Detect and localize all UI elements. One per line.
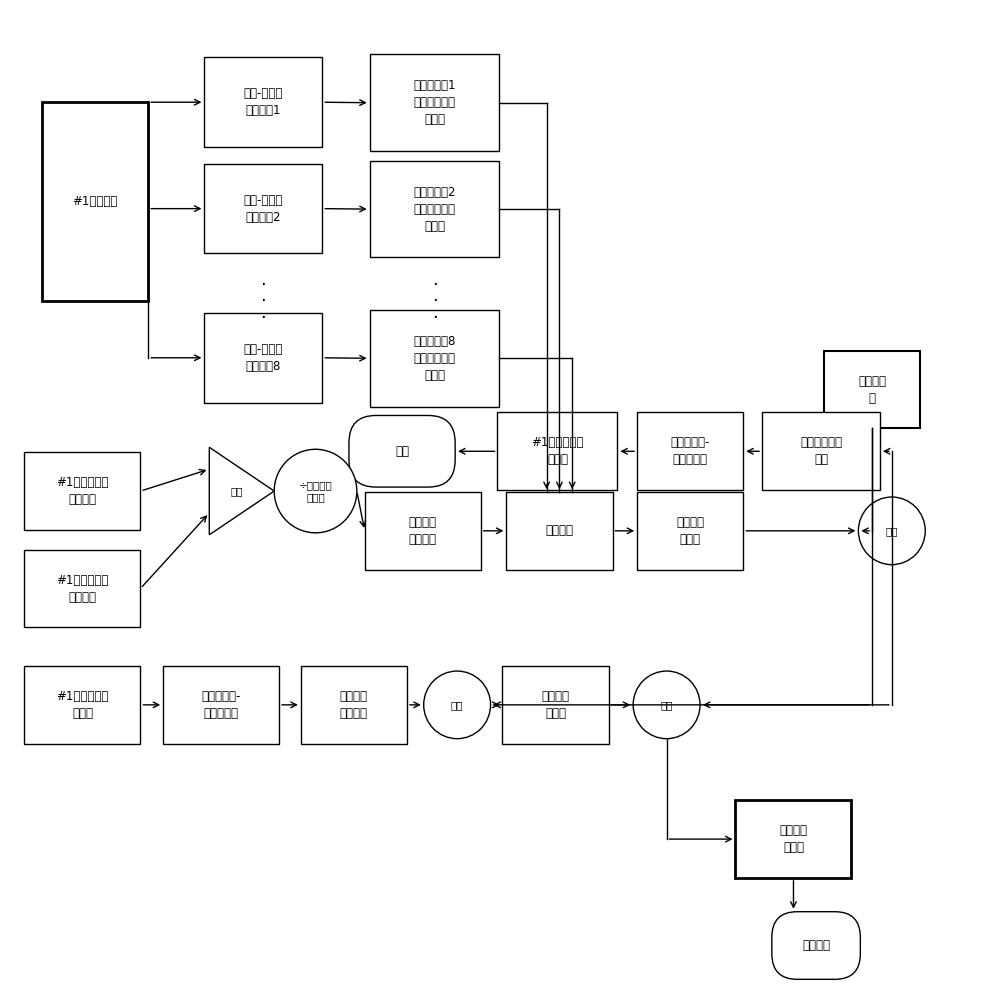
- Text: 插值运算: 插值运算: [545, 524, 574, 537]
- Circle shape: [423, 671, 491, 739]
- Text: 工频泵功
率: 工频泵功 率: [858, 375, 886, 405]
- Circle shape: [274, 449, 357, 533]
- Text: 相加: 相加: [451, 700, 464, 710]
- Text: #1机组变频泵
进水温度: #1机组变频泵 进水温度: [56, 476, 109, 506]
- Text: 求和: 求和: [230, 486, 243, 496]
- FancyBboxPatch shape: [497, 412, 617, 490]
- FancyBboxPatch shape: [205, 57, 322, 147]
- Text: 循泵进水
平均温度: 循泵进水 平均温度: [408, 516, 437, 546]
- Text: #1机组负荷: #1机组负荷: [72, 195, 118, 208]
- FancyBboxPatch shape: [25, 452, 140, 530]
- Text: 超限报警: 超限报警: [802, 939, 830, 952]
- Text: 负荷-循泵功
率关系式2: 负荷-循泵功 率关系式2: [243, 194, 283, 224]
- Text: 变频泵功
率实际值: 变频泵功 率实际值: [340, 690, 368, 720]
- Polygon shape: [210, 447, 274, 535]
- FancyBboxPatch shape: [25, 550, 140, 627]
- Text: 循泵功率
实际值: 循泵功率 实际值: [541, 690, 570, 720]
- Circle shape: [858, 497, 926, 565]
- Text: #1变频泵频率
目标值: #1变频泵频率 目标值: [531, 436, 584, 466]
- Text: 循泵功率
目标值: 循泵功率 目标值: [676, 516, 704, 546]
- Text: 变频泵频率-
功率关系式: 变频泵频率- 功率关系式: [202, 690, 240, 720]
- FancyBboxPatch shape: [637, 412, 744, 490]
- Text: ÷已开启泵
的数量: ÷已开启泵 的数量: [299, 480, 332, 502]
- FancyBboxPatch shape: [301, 666, 406, 744]
- Text: 结束: 结束: [395, 445, 409, 458]
- FancyBboxPatch shape: [736, 800, 852, 878]
- Text: 相减: 相减: [885, 526, 898, 536]
- Circle shape: [633, 671, 700, 739]
- FancyBboxPatch shape: [370, 310, 499, 407]
- Text: #1变频泵频率
实际值: #1变频泵频率 实际值: [56, 690, 109, 720]
- FancyBboxPatch shape: [365, 492, 481, 570]
- FancyBboxPatch shape: [824, 351, 921, 428]
- Text: 负荷-循泵功
率关系式1: 负荷-循泵功 率关系式1: [243, 87, 283, 117]
- Text: 变频泵功率-
频率关系式: 变频泵功率- 频率关系式: [671, 436, 710, 466]
- Text: ·
·
·: · · ·: [260, 276, 266, 327]
- FancyBboxPatch shape: [370, 54, 499, 151]
- FancyBboxPatch shape: [205, 313, 322, 403]
- FancyBboxPatch shape: [205, 164, 322, 253]
- FancyBboxPatch shape: [43, 102, 148, 301]
- FancyBboxPatch shape: [163, 666, 279, 744]
- Text: 循环水温度8
时循泵的功率
目标值: 循环水温度8 时循泵的功率 目标值: [413, 335, 456, 382]
- FancyBboxPatch shape: [506, 492, 612, 570]
- FancyBboxPatch shape: [25, 666, 140, 744]
- Text: 负荷-循泵功
率关系式8: 负荷-循泵功 率关系式8: [243, 343, 283, 373]
- FancyBboxPatch shape: [349, 415, 455, 487]
- Text: 循环水温度2
时循泵的功率
目标值: 循环水温度2 时循泵的功率 目标值: [413, 186, 456, 233]
- Text: 相减: 相减: [661, 700, 673, 710]
- FancyBboxPatch shape: [502, 666, 608, 744]
- FancyBboxPatch shape: [762, 412, 880, 490]
- FancyBboxPatch shape: [370, 161, 499, 257]
- FancyBboxPatch shape: [637, 492, 744, 570]
- FancyBboxPatch shape: [771, 912, 860, 979]
- Text: 变频泵功率目
标值: 变频泵功率目 标值: [800, 436, 842, 466]
- Text: 循环水温度1
时循泵的功率
目标值: 循环水温度1 时循泵的功率 目标值: [413, 79, 456, 126]
- Text: ·
·
·: · · ·: [432, 276, 438, 327]
- Text: 循泵功率
偏差值: 循泵功率 偏差值: [779, 824, 807, 854]
- Text: #1机组工频泵
进水温度: #1机组工频泵 进水温度: [56, 574, 109, 604]
